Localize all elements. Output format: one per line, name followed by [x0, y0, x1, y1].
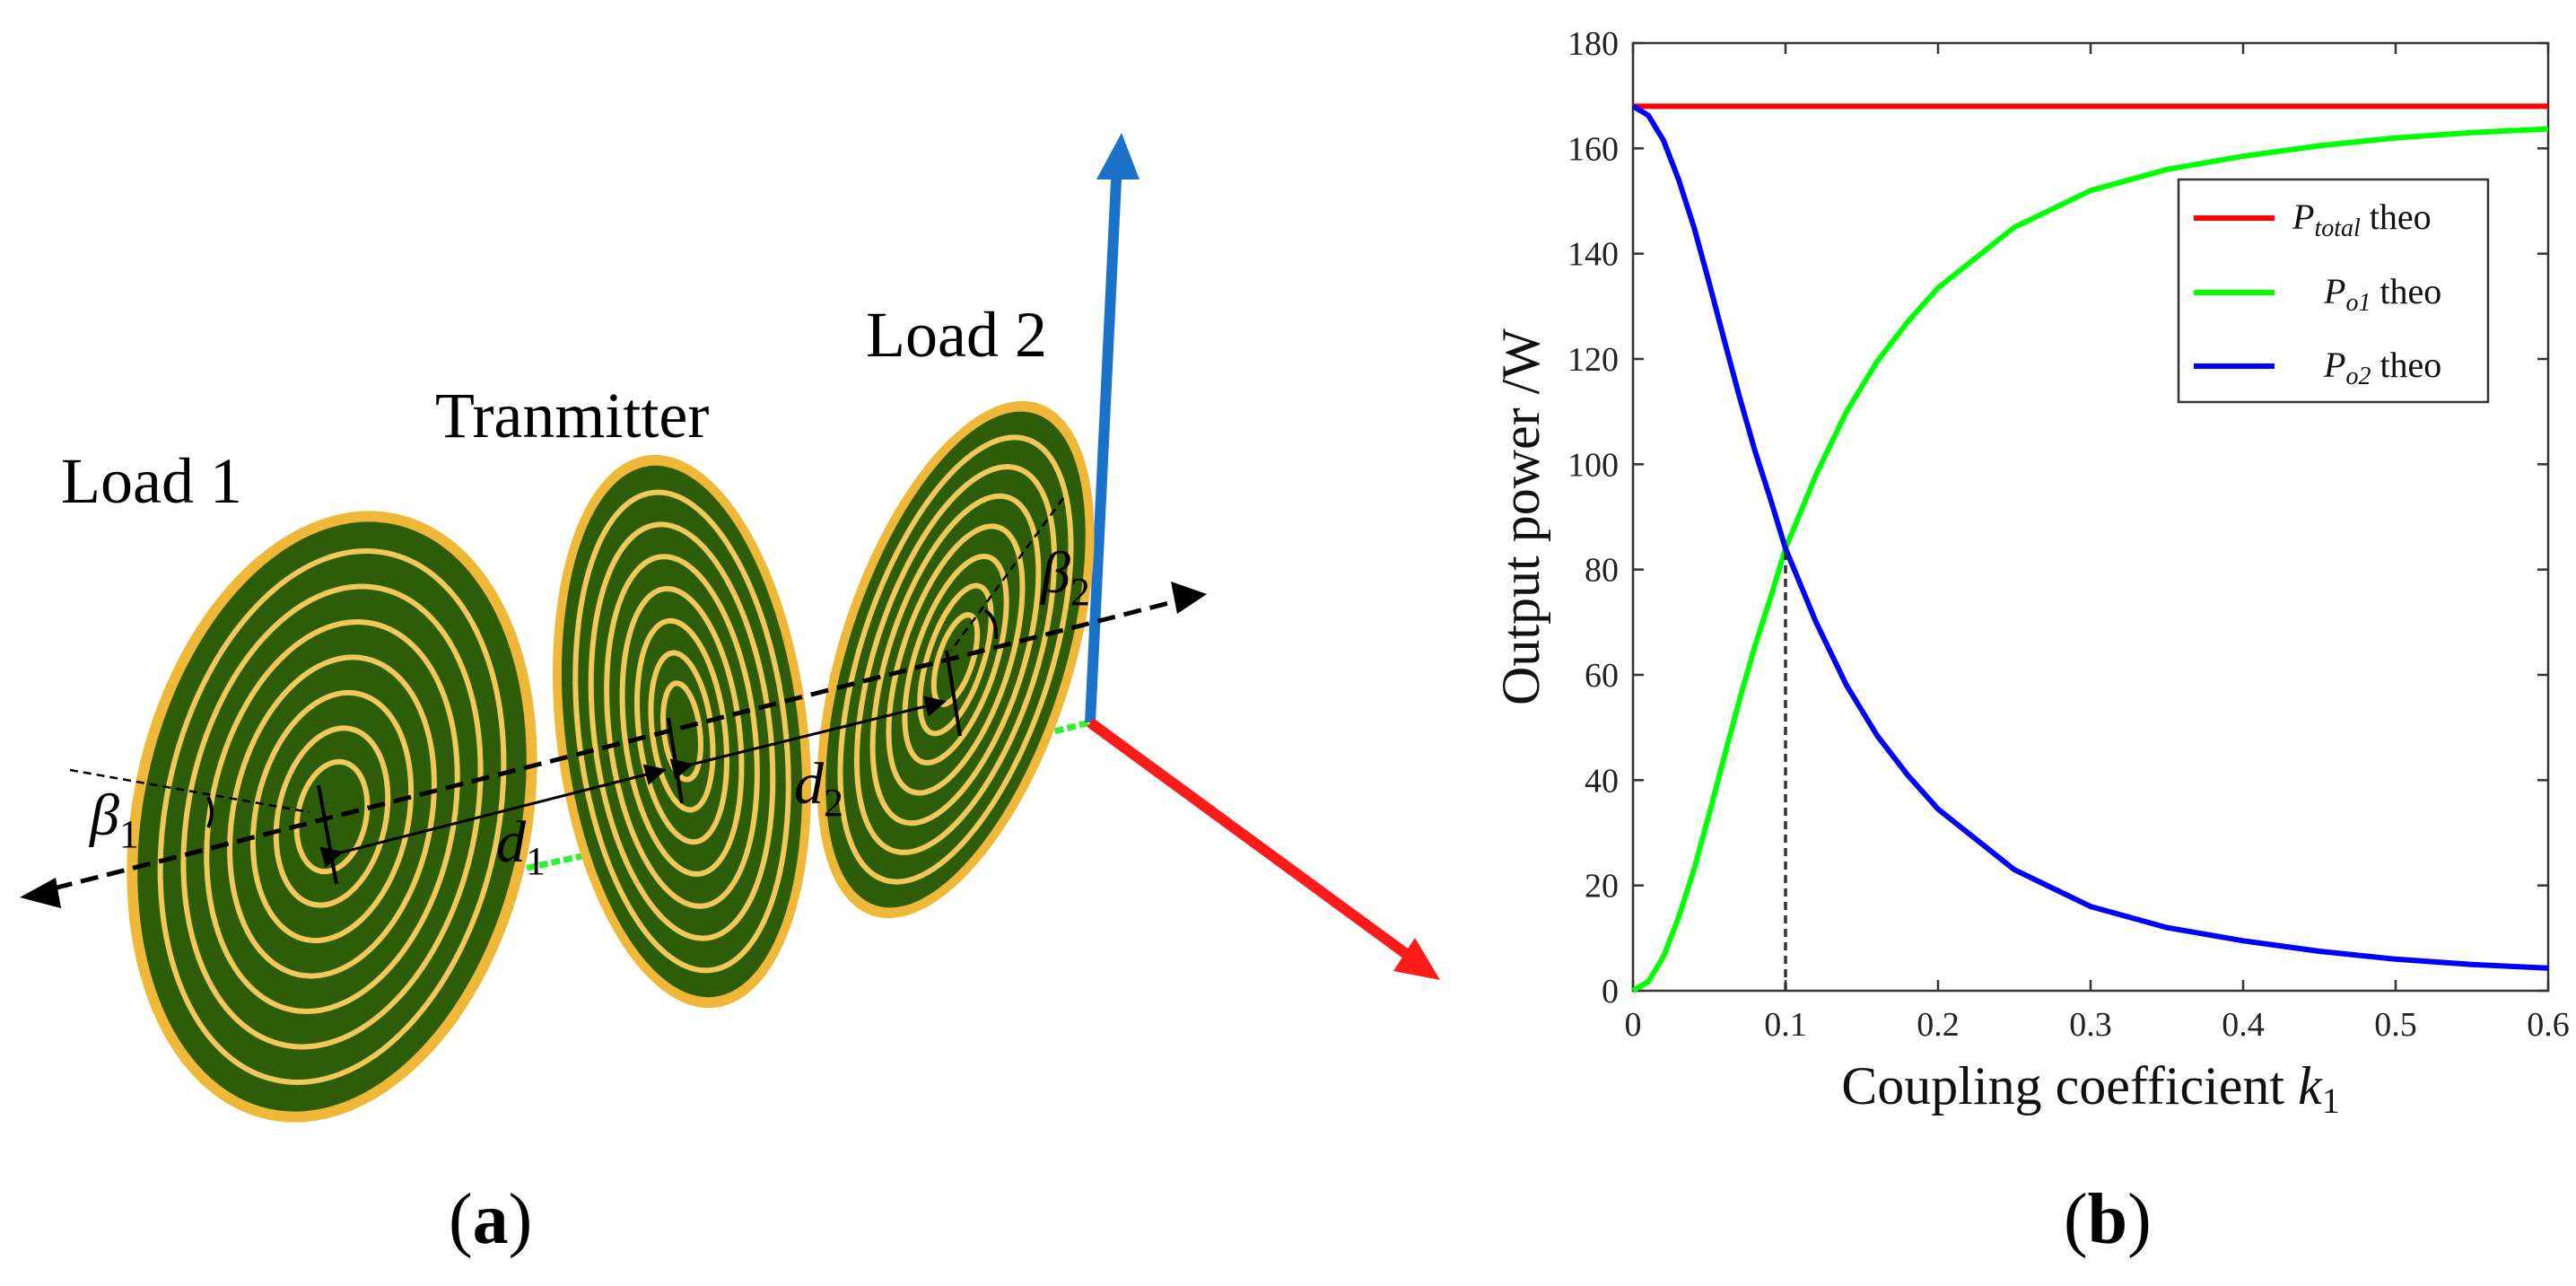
y-tick-label-1: 20 [1585, 868, 1619, 905]
axis-z-arrowhead [1096, 133, 1140, 179]
x-tick-label-0: 0 [1625, 1006, 1642, 1044]
y-tick-label-2: 40 [1585, 762, 1619, 800]
y-tick-label-4: 80 [1585, 552, 1619, 590]
coil-axis-arrowhead-right [1171, 582, 1207, 614]
panel-b-power-chart: 0 0.1 0.2 0.3 0.4 0.5 0.6 0 20 40 60 80 100 120 140 160… [1491, 25, 2570, 1259]
label-d2: d2 [794, 751, 843, 825]
beta1-reference-line [69, 768, 310, 814]
caption-a: (a) [449, 1180, 532, 1259]
coil-axis-arrowhead-left [20, 878, 61, 908]
x-axis-label: Coupling coefficient k1 [1841, 1056, 2339, 1121]
label-load1: Load 1 [61, 445, 242, 517]
d1-arrow [319, 764, 667, 868]
y-tick-label-7: 140 [1567, 236, 1619, 274]
series-line-po2 [1631, 103, 2549, 971]
label-load2: Load 2 [866, 299, 1047, 371]
legend-label-1: Po1 theo [2323, 271, 2441, 317]
legend-label-0: Ptotal theo [2292, 197, 2432, 242]
panel-a-coil-diagram: Load 1 Tranmitter Load 2 d1 d2 β1 β2 (a) [20, 133, 1440, 1259]
x-tick-label-2: 0.2 [1917, 1006, 1960, 1044]
axis-z-blue [1085, 161, 1122, 723]
y-tick-label-0: 0 [1602, 973, 1619, 1010]
coil-axis-dashed [35, 594, 1194, 896]
x-tick-label-4: 0.4 [2222, 1006, 2265, 1044]
coil-transmitter [552, 454, 812, 1009]
axis-ticks [1631, 41, 2550, 993]
series-line-po1 [1631, 126, 2549, 993]
legend-label-2: Po2 theo [2323, 345, 2441, 390]
x-tick-label-5: 0.5 [2374, 1006, 2417, 1044]
y-tick-label-5: 100 [1567, 446, 1619, 484]
x-tick-label-1: 0.1 [1764, 1006, 1807, 1044]
legend: Ptotal theo Po1 theo Po2 theo [2177, 178, 2490, 404]
legend-entries: Ptotal theo Po1 theo Po2 theo [2194, 197, 2441, 390]
y-tick-label-3: 60 [1585, 657, 1619, 695]
axis-tick-labels: 0 0.1 0.2 0.3 0.4 0.5 0.6 0 20 40 60 80 100 120 140 160… [1567, 25, 2570, 1044]
beta2-arc [983, 608, 999, 640]
label-transmitter: Tranmitter [435, 380, 709, 451]
axis-x-arrowhead [1393, 938, 1440, 980]
d2-arrow [669, 695, 947, 780]
label-d1: d1 [496, 809, 546, 883]
y-tick-label-9: 180 [1567, 25, 1619, 63]
beta1-arc [206, 796, 214, 828]
label-beta2: β2 [1039, 540, 1090, 614]
y-tick-label-6: 120 [1567, 341, 1619, 379]
beta2-reference-line [949, 497, 1065, 652]
x-tick-label-6: 0.6 [2527, 1006, 2570, 1044]
tick-load2 [945, 650, 962, 737]
axis-x-red [1087, 718, 1412, 960]
caption-b: (b) [2064, 1180, 2152, 1259]
y-axis-label: Output power /W [1491, 328, 1550, 705]
y-tick-label-8: 160 [1567, 130, 1619, 168]
series-layer [1631, 103, 2549, 993]
label-beta1: β1 [88, 783, 139, 856]
x-tick-label-3: 0.3 [2069, 1006, 2112, 1044]
